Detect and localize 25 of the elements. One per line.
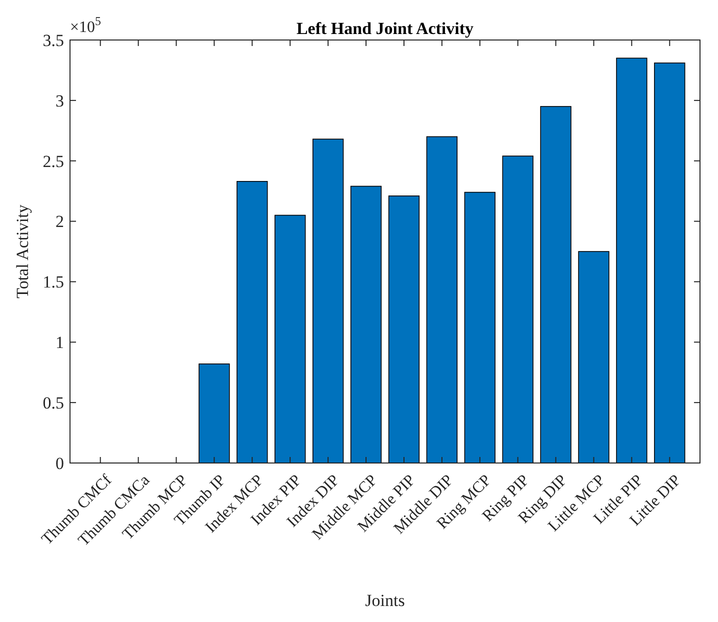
bar [578,251,610,464]
chart-title: Left Hand Joint Activity [296,19,474,38]
y-tick-label: 2 [56,212,64,232]
bar [426,136,458,464]
y-tick-label: 1.5 [42,272,64,292]
bar [350,186,382,464]
y-tick-label: 3 [56,91,64,110]
y-tick-label: 2.5 [42,152,64,171]
bar [540,106,572,464]
y-tick-label: 3.5 [42,30,64,50]
bar [274,214,306,464]
x-axis-title: Joints [365,591,405,610]
y-tick-label: 0.5 [42,394,64,413]
y-axis-title: Total Activity [13,204,32,298]
bar [502,156,534,464]
y-tick-label: 1 [56,333,64,352]
text: ×10$^{5}$ [70,14,102,36]
bar [236,181,268,464]
y-tick-label: 0 [56,454,64,473]
bar [198,363,230,464]
bar [654,62,686,464]
bar [616,58,648,464]
bar [388,196,420,464]
bar [312,138,344,464]
bar [464,192,496,464]
